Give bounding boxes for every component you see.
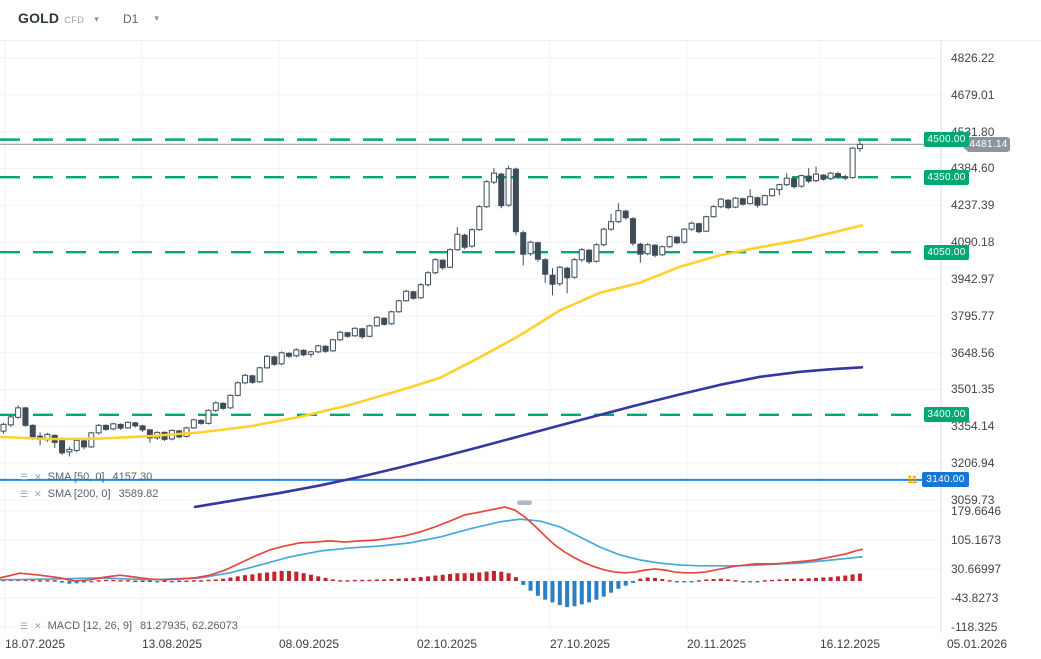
macd-signal-line [0,518,863,581]
time-axis-label: 18.07.2025 [5,637,66,651]
legend-sma50-name: SMA [50, 0] [47,471,105,483]
panel-resize-handle[interactable] [517,500,532,506]
macd-axis-label: 105.1673 [951,533,1002,548]
macd-histogram [1,570,862,608]
price-axis-label: 3206.94 [951,456,995,471]
moving-averages [0,224,864,509]
panel-borders [0,39,1041,633]
gridlines [0,40,941,631]
chevron-down-icon: ▾ [94,14,99,24]
time-axis-label: 02.10.2025 [417,637,478,651]
price-level-tag-4350.00[interactable]: 4350.00 [924,169,969,185]
chart-header: GOLD CFD ▾ D1 ▾ [0,0,1041,40]
price-axis-label: 3501.35 [951,382,995,397]
legend-sma200-name: SMA [200, 0] [47,488,111,500]
legend-sma200-value: 3589.82 [118,488,159,500]
legend-macd-name: MACD [12, 26, 9] [47,620,132,632]
time-axis-label: 20.11.2025 [687,637,747,651]
current-price-tag[interactable]: 4481.14 [967,136,1010,152]
macd-lines [0,506,863,582]
price-axis-label: 4237.39 [951,198,995,213]
chevron-down-icon: ▾ [154,12,159,23]
legend-sma50: ☰ ✕ SMA [50, 0] 4157.30 [20,471,152,483]
symbol-name: GOLD [18,10,60,26]
price-axis-label: 3648.56 [951,345,995,360]
sma50-line [0,224,864,441]
legend-macd: ☰ ✕ MACD [12, 26, 9] 81.27935, 62.26073 [20,620,238,632]
indicator-settings-icon[interactable]: ☰ [20,472,29,482]
instrument-type-badge: CFD [64,15,85,25]
price-axis-label: 4826.22 [951,50,995,65]
candles-series [0,140,863,457]
legend-macd-value: 81.27935, 62.26073 [140,620,238,632]
price-level-tag-3400.00[interactable]: 3400.00 [924,407,969,423]
macd-axis-label: -118.325 [951,620,998,635]
price-level-tag-3140.00[interactable]: 3140.00 [922,472,969,488]
time-axis-label: 13.08.2025 [142,637,203,651]
time-axis-label: 05.01.2026 [947,637,1008,651]
macd-axis-label: 30.66997 [951,562,1002,577]
time-axis-label: 27.10.2025 [550,637,611,651]
price-axis-label: 4679.01 [951,87,995,102]
price-axis-label: 3059.73 [951,493,995,507]
sma200-line [193,366,864,509]
price-level-tag-4050.00[interactable]: 4050.00 [924,244,969,260]
legend-sma200: ☰ ✕ SMA [200, 0] 3589.82 [20,488,158,500]
macd-axis-label: -43.8273 [951,591,999,606]
price-lines [0,138,941,481]
price-axis-label: 3795.77 [951,308,995,323]
price-axis-label: 3942.97 [951,271,995,286]
close-icon[interactable]: ✕ [34,472,42,482]
macd-axis-label: 179.6646 [951,504,1002,519]
close-icon[interactable]: ✕ [34,621,42,631]
hidden-orange-tag: 11 [907,474,918,486]
symbol-selector[interactable]: GOLD CFD ▾ [18,10,99,26]
time-axis-label: 16.12.2025 [820,637,881,651]
price-axis-label: 3354.14 [951,419,995,434]
legend-sma50-value: 4157.30 [112,471,153,483]
timeframe-selector[interactable]: D1 ▾ [123,12,159,26]
timeframe-label: D1 [123,12,139,26]
indicator-settings-icon[interactable]: ☰ [20,621,29,631]
indicator-settings-icon[interactable]: ☰ [20,489,29,499]
time-axis-label: 08.09.2025 [279,637,340,651]
price-level-tag-4500.00[interactable]: 4500.00 [924,132,969,148]
macd-main-line [0,506,863,582]
close-icon[interactable]: ✕ [34,489,42,499]
